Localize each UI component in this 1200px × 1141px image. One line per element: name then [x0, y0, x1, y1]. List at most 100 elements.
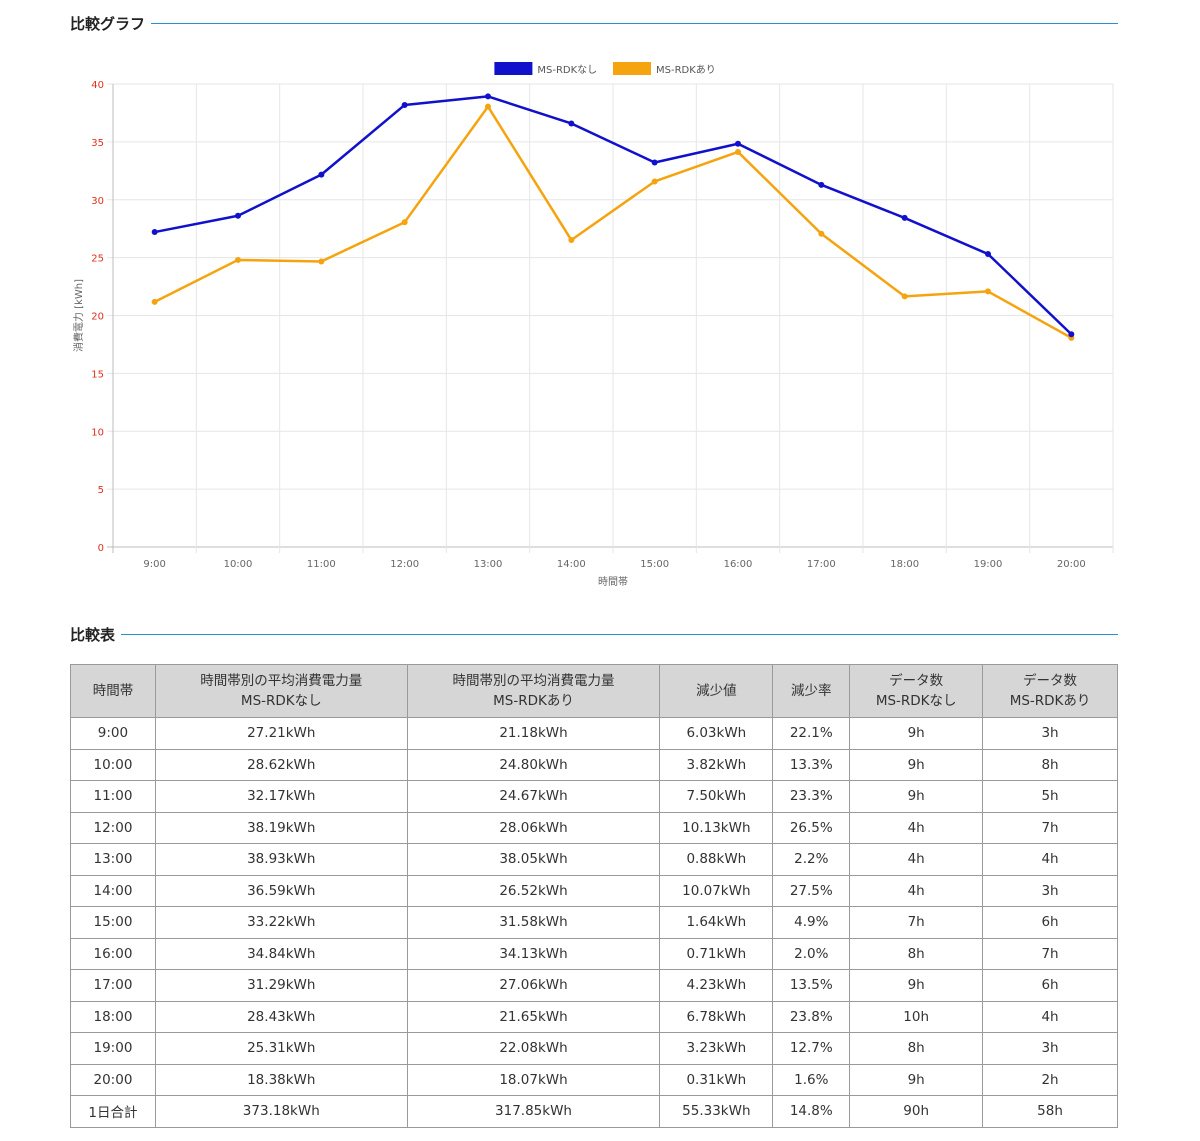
comparison-table: 時間帯 時間帯別の平均消費電力量 MS-RDKなし 時間帯別の平均消費電力量 MS-RD…: [70, 664, 1118, 1128]
table-row: 1日合計 373.18kWh 317.85kWh 55.33kWh 14.8% 90h 58…: [70, 1095, 1118, 1128]
table-section-header: 比較表: [70, 624, 1118, 645]
table-cell: 6h: [982, 969, 1118, 1002]
table-cell: 11:00: [70, 780, 156, 813]
legend-swatch: [613, 62, 651, 75]
graph-section-title: 比較グラフ: [70, 15, 146, 33]
data-point: [235, 256, 241, 263]
table-row: 18:00 28.43kWh 21.65kWh 6.78kWh 23.8% 10h 4h: [70, 1000, 1118, 1033]
x-tick-label: 15:00: [640, 559, 669, 570]
table-cell: 0.71kWh: [659, 937, 774, 970]
data-point: [151, 229, 158, 236]
table-cell: 6.03kWh: [659, 717, 774, 750]
y-tick-label: 10: [91, 427, 104, 438]
y-tick-label: 40: [91, 80, 104, 91]
y-tick-label: 15: [91, 369, 104, 380]
column-header: 減少率: [772, 664, 851, 718]
legend-label: MS-RDKあり: [656, 64, 716, 76]
table-cell: 23.3%: [772, 780, 851, 813]
table-row: 20:00 18.38kWh 18.07kWh 0.31kWh 1.6% 9h 2h: [70, 1063, 1118, 1096]
y-tick-label: 25: [91, 254, 104, 265]
table-cell: 10.07kWh: [659, 874, 774, 907]
table-cell: 10:00: [70, 748, 156, 781]
column-header-line: MS-RDKあり: [1009, 693, 1091, 709]
y-axis-title: 消費電力 [kWh]: [72, 279, 85, 352]
table-cell: 22.08kWh: [406, 1032, 661, 1065]
table-cell: 5h: [982, 780, 1118, 813]
table-cell: 31.58kWh: [406, 906, 661, 939]
table-cell: 4h: [849, 874, 984, 907]
table-cell: 0.88kWh: [659, 843, 774, 876]
data-point: [651, 178, 658, 185]
table-cell: 2h: [982, 1063, 1118, 1096]
table-cell: 14.8%: [772, 1095, 851, 1128]
table-cell: 1.6%: [772, 1063, 851, 1096]
table-cell: 8h: [849, 1032, 984, 1065]
table-cell: 7h: [982, 937, 1118, 970]
table-cell: 2.2%: [772, 843, 851, 876]
table-cell: 21.18kWh: [406, 717, 661, 750]
table-cell: 4h: [849, 843, 984, 876]
y-tick-label: 5: [98, 485, 104, 496]
table-row: 19:00 25.31kWh 22.08kWh 3.23kWh 12.7% 8h 3h: [70, 1032, 1118, 1065]
table-row: 11:00 32.17kWh 24.67kWh 7.50kWh 23.3% 9h 5h: [70, 780, 1118, 813]
table-cell: 36.59kWh: [154, 874, 408, 907]
table-cell: 20:00: [70, 1063, 156, 1096]
x-tick-label: 19:00: [974, 559, 1003, 570]
x-tick-label: 9:00: [143, 559, 165, 570]
y-tick-label: 20: [91, 312, 104, 323]
table-cell: 3.82kWh: [659, 748, 774, 781]
table-cell: 8h: [982, 748, 1118, 781]
column-header-line: 時間帯別の平均消費電力量: [200, 673, 363, 689]
table-row: 13:00 38.93kWh 38.05kWh 0.88kWh 2.2% 4h 4h: [70, 843, 1118, 876]
table-cell: 9h: [849, 748, 984, 781]
table-cell: 26.52kWh: [406, 874, 661, 907]
comparison-chart: 0 5 10 15 20 25 30 35 40 9:00 10:00 11:00 12:00 13:00…: [0, 50, 1200, 600]
column-header-line: データ数: [889, 673, 944, 689]
table-cell: 17:00: [70, 969, 156, 1002]
y-tick-label: 30: [91, 196, 104, 207]
data-point: [735, 140, 741, 147]
table-cell: 10h: [849, 1000, 984, 1033]
table-cell: 26.5%: [772, 811, 851, 844]
table-cell: 4h: [982, 843, 1118, 876]
legend-label: MS-RDKなし: [537, 64, 597, 76]
column-header-line: 減少率: [791, 683, 832, 699]
table-cell: 2.0%: [772, 937, 851, 970]
table-cell: 27.5%: [772, 874, 851, 907]
table-row: 14:00 36.59kWh 26.52kWh 10.07kWh 27.5% 4h 3h: [70, 874, 1118, 907]
data-point: [901, 214, 908, 221]
table-cell: 14:00: [70, 874, 156, 907]
table-cell: 4.9%: [772, 906, 851, 939]
table-cell: 3h: [982, 717, 1118, 750]
table-section-title: 比較表: [70, 626, 116, 644]
y-tick-label: 0: [98, 543, 104, 554]
data-point: [318, 258, 325, 265]
data-point: [568, 120, 575, 127]
table-row: 16:00 34.84kWh 34.13kWh 0.71kWh 2.0% 8h 7h: [70, 937, 1118, 970]
table-cell: 27.06kWh: [406, 969, 661, 1002]
data-point: [151, 298, 158, 305]
table-cell: 13.3%: [772, 748, 851, 781]
x-tick-label: 17:00: [807, 559, 836, 570]
column-header: 時間帯別の平均消費電力量 MS-RDKなし: [154, 664, 408, 718]
column-header-line: データ数: [1023, 673, 1078, 689]
table-cell: 7h: [982, 811, 1118, 844]
table-cell: 28.43kWh: [154, 1000, 408, 1033]
data-point: [1068, 331, 1075, 338]
y-tick-label: 35: [91, 138, 104, 149]
series-line: [154, 95, 1073, 336]
table-cell: 7h: [849, 906, 984, 939]
table-cell: 58h: [982, 1095, 1118, 1128]
table-cell: 15:00: [70, 906, 156, 939]
table-header-row: 時間帯 時間帯別の平均消費電力量 MS-RDKなし 時間帯別の平均消費電力量 MS-RD…: [70, 664, 1118, 718]
table-cell: 9h: [849, 1063, 984, 1096]
data-point: [818, 181, 825, 188]
graph-section-divider: [151, 23, 1118, 24]
x-tick-label: 20:00: [1057, 559, 1086, 570]
legend-swatch: [494, 62, 533, 75]
data-point: [485, 93, 491, 100]
column-header: データ数 MS-RDKなし: [849, 664, 984, 718]
table-cell: 3h: [982, 874, 1118, 907]
table-cell: 13.5%: [772, 969, 851, 1002]
table-cell: 12:00: [70, 811, 156, 844]
